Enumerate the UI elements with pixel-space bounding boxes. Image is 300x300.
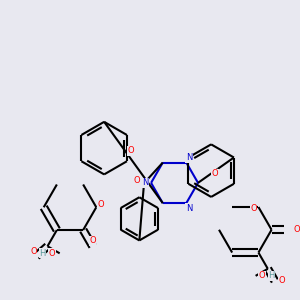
Text: O: O [259,271,266,280]
Text: O: O [294,225,300,234]
Text: O: O [212,169,218,178]
Text: O: O [30,247,37,256]
Text: H: H [268,271,275,280]
Text: O: O [49,249,56,258]
Text: O: O [98,200,104,209]
Text: H: H [40,249,46,258]
Text: N: N [142,178,148,188]
Text: O: O [133,176,140,185]
Text: O: O [278,277,285,286]
Text: N: N [186,153,192,162]
Text: O: O [250,204,257,213]
Text: O: O [89,236,96,245]
Text: N: N [186,204,192,213]
Text: O: O [127,146,134,155]
